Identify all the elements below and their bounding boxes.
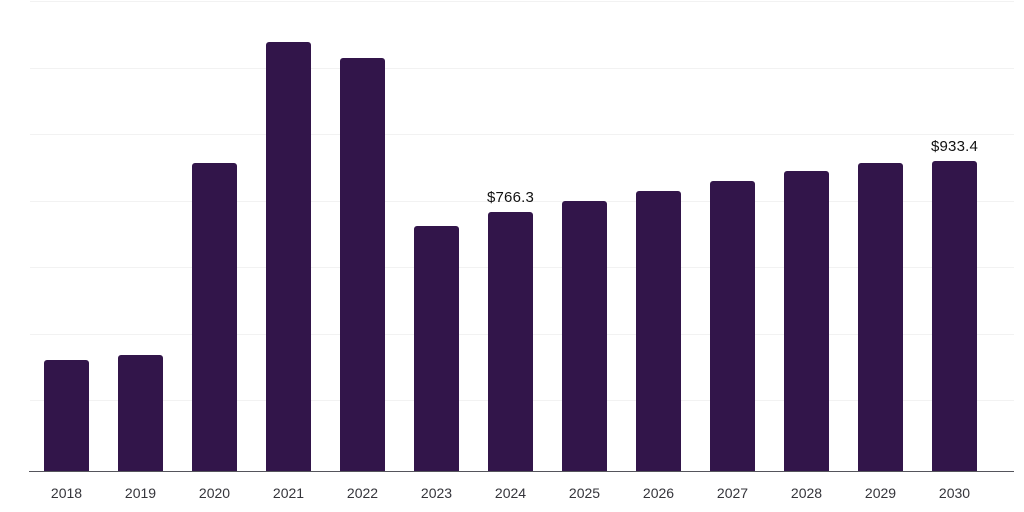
x-tick-label-2020: 2020: [198, 485, 231, 501]
x-tick-label-2021: 2021: [272, 485, 305, 501]
gridline: [30, 1, 1014, 2]
x-axis-line: [29, 471, 1014, 472]
bar-2026: [636, 190, 681, 471]
x-tick-label-2027: 2027: [716, 485, 749, 501]
bar-2028: [784, 170, 829, 471]
bar-2020: [192, 162, 237, 471]
x-tick-label-2019: 2019: [124, 485, 157, 501]
bar-2019: [118, 355, 163, 471]
bar-2018: [44, 360, 89, 471]
x-tick-label-2029: 2029: [864, 485, 897, 501]
bar-2023: [414, 225, 459, 471]
gridline: [30, 201, 1014, 202]
x-tick-label-2028: 2028: [790, 485, 823, 501]
bar-value-label-2024: $766.3: [486, 189, 535, 206]
x-tick-label-2018: 2018: [50, 485, 83, 501]
bar-value-label-2030: $933.4: [930, 137, 979, 155]
x-tick-label-2024: 2024: [494, 485, 527, 501]
bar-2027: [710, 180, 755, 471]
x-tick-label-2030: 2030: [938, 485, 971, 501]
bar-2021: [266, 42, 311, 471]
gridline: [30, 68, 1014, 69]
x-tick-label-2022: 2022: [346, 485, 379, 501]
x-tick-label-2026: 2026: [642, 485, 675, 501]
gridline: [30, 134, 1014, 135]
bar-2025: [562, 200, 607, 471]
bar-2029: [858, 163, 903, 471]
bar-2030: [932, 160, 977, 471]
bar-2022: [340, 57, 385, 471]
x-tick-label-2023: 2023: [420, 485, 453, 501]
x-tick-label-2025: 2025: [568, 485, 601, 501]
bar-2024: [488, 212, 533, 471]
